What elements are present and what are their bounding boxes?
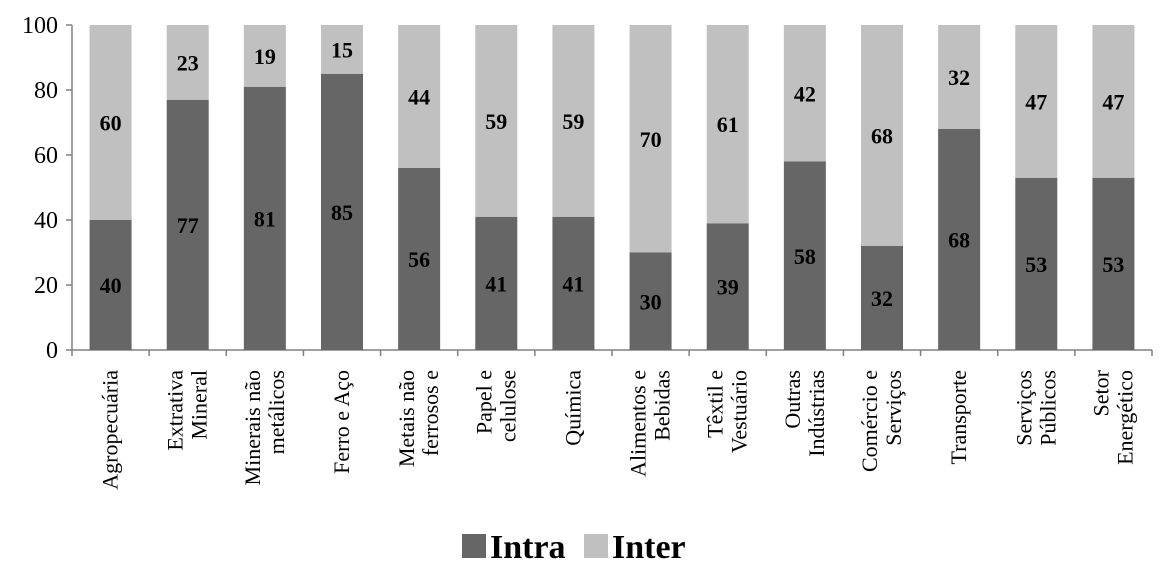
data-label-intra: 58 — [794, 244, 816, 269]
category-label: Ferro e Aço — [329, 370, 354, 474]
bar-inter — [89, 25, 132, 220]
category-label: Públicos — [1035, 370, 1060, 446]
y-tick-label: 20 — [34, 273, 58, 299]
category-label: Serviços — [1011, 370, 1036, 446]
category-label: Transporte — [946, 370, 971, 465]
data-label-inter: 60 — [100, 111, 122, 136]
bar-intra — [89, 220, 132, 350]
data-label-inter: 70 — [640, 127, 662, 152]
data-label-intra: 41 — [485, 271, 507, 296]
data-label-intra: 53 — [1025, 252, 1047, 277]
data-label-intra: 39 — [717, 275, 739, 300]
category-label: Serviços — [881, 370, 906, 446]
data-label-intra: 53 — [1102, 252, 1124, 277]
category-label: Minerais não — [240, 370, 265, 485]
category-label: Extrativa — [163, 370, 188, 451]
data-label-intra: 85 — [331, 200, 353, 225]
data-label-inter: 44 — [408, 85, 430, 110]
y-tick-label: 0 — [46, 338, 58, 364]
y-tick-label: 40 — [34, 208, 58, 234]
bar-intra — [243, 86, 286, 350]
bar-inter — [938, 25, 981, 129]
bar-intra — [166, 99, 209, 350]
bar-inter — [861, 25, 903, 246]
data-label-intra: 81 — [254, 206, 276, 231]
category-label: Metais não — [394, 370, 419, 467]
y-tick-label: 60 — [34, 143, 58, 169]
category-label: metálicos — [264, 370, 289, 454]
bar-intra — [321, 73, 363, 350]
data-label-intra: 41 — [562, 271, 584, 296]
bar-intra — [706, 223, 749, 350]
y-tick-label: 100 — [22, 13, 58, 39]
bar-inter — [166, 25, 209, 100]
bar-inter — [243, 25, 286, 87]
category-label: Mineral — [187, 370, 212, 440]
category-label: ferrosos e — [418, 370, 443, 456]
data-label-intra: 30 — [640, 289, 662, 314]
bar-inter — [321, 25, 363, 74]
data-label-inter: 47 — [1102, 89, 1124, 114]
bar-inter — [398, 25, 441, 168]
data-label-intra: 40 — [100, 273, 122, 298]
category-label: Bebidas — [650, 370, 675, 441]
data-label-intra: 68 — [948, 228, 970, 253]
category-label: Comércio e — [857, 370, 882, 472]
category-label: Química — [560, 370, 585, 446]
bar-intra — [475, 216, 518, 350]
bar-intra — [398, 168, 441, 350]
data-label-intra: 56 — [408, 247, 430, 272]
data-label-inter: 47 — [1025, 89, 1047, 114]
bar-intra — [552, 216, 595, 350]
bar-inter — [783, 25, 826, 162]
data-label-inter: 61 — [717, 112, 739, 137]
category-label: Setor — [1088, 369, 1113, 416]
category-label: Papel e — [471, 370, 496, 434]
y-tick-label: 80 — [34, 78, 58, 104]
data-label-inter: 59 — [485, 109, 507, 134]
data-label-inter: 59 — [562, 109, 584, 134]
category-label: Outras — [780, 370, 805, 429]
bar-intra — [783, 161, 826, 350]
bar-intra — [629, 252, 672, 350]
data-label-inter: 23 — [177, 50, 199, 75]
category-label: Agropecuária — [98, 370, 123, 490]
data-label-inter: 68 — [871, 124, 893, 149]
bar-intra — [1092, 177, 1135, 350]
bar-inter — [552, 25, 595, 217]
legend-label: Intra — [490, 529, 566, 566]
category-label: Energético — [1112, 370, 1137, 465]
category-label: Vestuário — [727, 370, 752, 453]
bar-intra — [1015, 177, 1058, 350]
data-label-inter: 32 — [948, 65, 970, 90]
bar-inter — [1015, 25, 1058, 178]
category-label: celulose — [495, 370, 520, 442]
category-label: Alimentos e — [626, 370, 651, 477]
bar-inter — [629, 25, 672, 253]
data-label-inter: 19 — [254, 44, 276, 69]
data-label-intra: 77 — [177, 213, 199, 238]
data-label-inter: 15 — [331, 37, 353, 62]
bar-intra — [938, 129, 981, 350]
legend-label: Inter — [612, 529, 686, 566]
legend-swatch — [584, 534, 608, 558]
category-label: Indústrias — [804, 370, 829, 457]
bar-inter — [706, 25, 749, 224]
bar-inter — [1092, 25, 1135, 178]
data-label-inter: 42 — [794, 81, 816, 106]
bar-intra — [861, 246, 903, 350]
legend-swatch — [462, 534, 486, 558]
data-label-intra: 32 — [871, 286, 893, 311]
bar-inter — [475, 25, 518, 217]
category-label: Têxtil e — [703, 370, 728, 438]
